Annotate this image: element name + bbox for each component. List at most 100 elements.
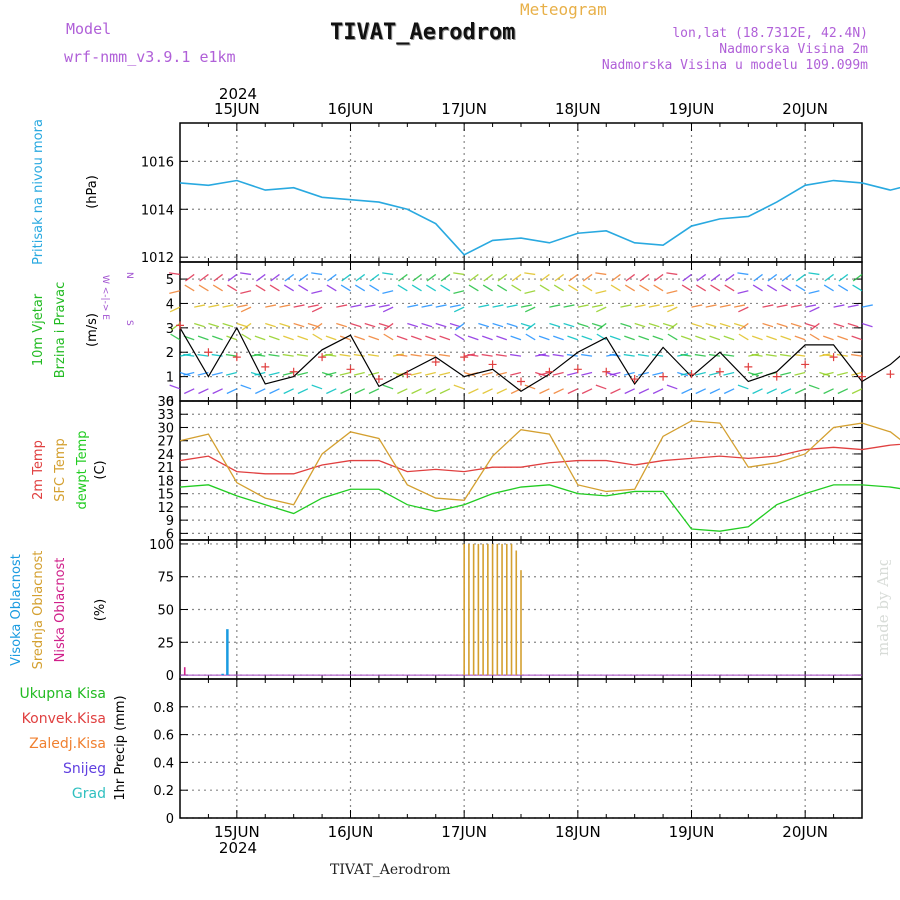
cloud-unit: (%) — [93, 599, 108, 622]
wind-arrow — [637, 353, 649, 357]
wind-arrow — [766, 388, 778, 395]
wind-arrow — [435, 304, 447, 308]
wind-arrow — [510, 335, 522, 341]
wind-arrow — [790, 322, 802, 328]
wind-arrow — [440, 284, 451, 292]
wind-arrow — [421, 322, 433, 328]
wind-arrow — [368, 388, 380, 395]
wind-arrow — [652, 353, 664, 357]
wind-arrow — [539, 388, 550, 395]
wind-arrow — [766, 335, 777, 341]
gust-mark — [886, 370, 895, 379]
date-label-bottom: 19JUN — [669, 823, 715, 841]
wind-arrow — [398, 273, 408, 282]
wind-arrow — [353, 371, 365, 376]
wind-arrow — [227, 273, 238, 282]
wind-arrow — [838, 273, 849, 282]
wind-arrow — [625, 273, 636, 282]
wind-arrow — [240, 384, 252, 390]
ytick-label: 27 — [157, 435, 174, 450]
wind-arrow — [638, 388, 650, 395]
gust-mark — [858, 372, 866, 381]
wind-arrow — [410, 371, 422, 376]
panel-frame — [179, 122, 863, 263]
wind-arrow — [638, 371, 650, 376]
wind-arrow — [810, 322, 820, 331]
wind-arrow — [639, 284, 650, 292]
wind-arrow — [752, 388, 763, 395]
wind-arrow — [520, 304, 532, 308]
wind-arrow — [790, 304, 802, 308]
panel-frame — [179, 678, 863, 819]
station-title: TIVAT_Aerodrom — [330, 20, 516, 45]
ytick-label: 6 — [166, 527, 174, 542]
wind-arrow — [198, 284, 209, 292]
wind-arrow — [236, 304, 248, 308]
pressure-axis-title: Pritisak na nivou mora — [31, 119, 46, 265]
gust-mark — [176, 321, 184, 330]
wind-arrow — [339, 353, 351, 357]
wind-arrow — [823, 388, 834, 395]
model-run: wrf-nmm_v3.9.1 e1km — [64, 48, 236, 66]
wind-arrow — [185, 273, 195, 282]
wind-arrow — [439, 335, 451, 341]
credit-watermark: made by Angel — [874, 560, 892, 656]
wind-arrow — [581, 335, 593, 341]
wind-arrow — [595, 272, 607, 276]
wind-arrow — [526, 322, 536, 331]
wind-arrow — [680, 353, 692, 357]
wind-arrow — [194, 304, 206, 308]
wind-arrow — [226, 335, 238, 341]
wind-arrow — [311, 290, 323, 295]
legend-rain-conv: Konvek.Kisa — [22, 711, 106, 727]
wind-arrow — [538, 353, 550, 357]
pressure-line — [179, 179, 900, 256]
gust-mark — [772, 372, 781, 381]
ytick-label: 15 — [157, 488, 174, 503]
wind-arrow — [268, 371, 280, 376]
wind-arrow — [795, 273, 806, 282]
wind-arrow — [540, 273, 550, 282]
wind-arrow — [495, 371, 507, 376]
wind-arrow — [169, 384, 181, 390]
wind-arrow — [852, 273, 863, 282]
wind-arrow — [506, 304, 518, 308]
cloud-high-title: Visoka Oblacnost — [9, 554, 24, 666]
wind-arrow — [652, 388, 664, 395]
wind-arrow — [780, 371, 792, 376]
wind-arrow — [861, 322, 873, 328]
wind-arrow — [595, 290, 607, 295]
wind-arrow — [691, 304, 703, 308]
wind-arrow — [326, 388, 337, 395]
wind-arrow — [411, 284, 422, 292]
year-label-bottom: 2024 — [219, 839, 257, 857]
gust-mark — [687, 370, 696, 379]
ytick-label: 2 — [166, 346, 174, 361]
wind-arrow — [283, 284, 295, 292]
wind-arrow — [753, 273, 763, 282]
wind-arrow — [506, 322, 518, 328]
wind-arrow — [199, 273, 209, 282]
wind-arrow — [723, 335, 735, 341]
wind-arrow — [795, 284, 806, 292]
wind-arrow — [563, 304, 575, 308]
ytick-label: 24 — [157, 448, 174, 463]
wind-arrow — [268, 353, 280, 357]
wind-arrow — [582, 273, 593, 282]
date-label-top: 17JUN — [441, 100, 487, 118]
wind-arrow — [681, 284, 692, 292]
wind-arrow — [492, 322, 504, 328]
wind-arrow — [653, 284, 664, 292]
wind-arrow — [666, 290, 678, 295]
gust-mark — [232, 353, 241, 362]
wind-arrow — [336, 304, 348, 308]
wind-arrow — [453, 384, 465, 390]
wind-arrow — [524, 306, 536, 313]
wind-arrow — [552, 353, 564, 357]
wind-arrow — [780, 335, 792, 341]
wind-arrow — [809, 333, 820, 341]
wind-arrow — [240, 272, 252, 276]
wind-arrow — [653, 273, 664, 282]
wind-arrow — [762, 322, 774, 328]
ytick-label: 0 — [166, 395, 174, 410]
